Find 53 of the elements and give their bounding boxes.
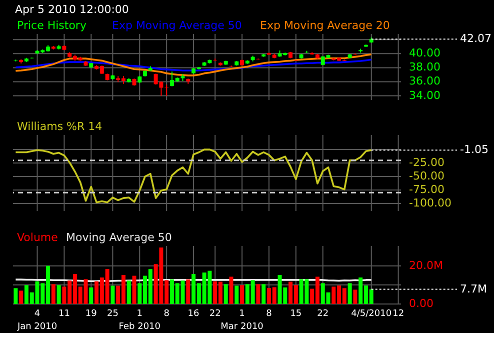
y-tick-label: -100.00 (409, 196, 452, 210)
text: Volume (17, 231, 58, 244)
x-tick-label: 15 (290, 309, 302, 319)
x-tick-label: 4 Jan 2010 (16, 309, 58, 332)
annotation: 7.7M (460, 282, 487, 296)
x-tick-label: 11 (58, 309, 70, 319)
bar (110, 286, 115, 304)
y-tick-label: -75.00 (409, 182, 444, 196)
x-tick-label: 8 (164, 309, 170, 319)
annotation: -1.05 (460, 143, 488, 156)
series-label: Williams %R 14 (17, 120, 102, 133)
bar (240, 285, 244, 304)
y-tick-label: -50.00 (409, 170, 444, 183)
bar (348, 283, 352, 304)
bar (229, 276, 234, 304)
series-label: Price History (17, 19, 87, 32)
text: Moving Average 50 (66, 231, 172, 244)
x-tick-label: 22 (317, 309, 329, 319)
x-tick-label: 16 (188, 309, 200, 319)
x-tick-label: 25 (106, 309, 118, 319)
bar (14, 288, 18, 304)
line-series (14, 148, 372, 204)
bar (132, 276, 136, 304)
bar (234, 286, 239, 304)
bar (89, 287, 94, 304)
x-tick-label: 8 (266, 309, 272, 319)
text: Exp Moving Average 50 (112, 19, 242, 32)
y-tick-label: 34.00 (409, 88, 440, 102)
line-series (14, 58, 372, 72)
bar (126, 280, 131, 304)
x-tick-label: 1 Mar 2010 (220, 309, 264, 332)
x-tick-label: 1 Feb 2010 (118, 309, 161, 332)
bar (262, 284, 266, 304)
bar (224, 284, 228, 304)
y-tick-label: 40.00 (409, 46, 440, 60)
bar (353, 290, 358, 304)
annotation: 42.07 (460, 32, 492, 46)
bar (56, 285, 61, 304)
bar (51, 284, 56, 304)
bar (256, 284, 260, 304)
x-tick-label: 4/5/2010 (351, 309, 392, 319)
y-tick-label: -25.00 (409, 156, 444, 170)
bar (19, 290, 24, 304)
y-tick-label: 20.0M (409, 258, 443, 272)
text: Apr 5 2010 12:00:00 (15, 3, 129, 16)
y-tick-label: 0.00 (409, 297, 434, 310)
x-tick-label: 22 (209, 309, 221, 319)
y-tick-label: 36.00 (409, 74, 440, 88)
text: Exp Moving Average 20 (260, 19, 390, 32)
x-tick-label: 12 (392, 309, 404, 319)
y-tick-label: 38.00 (409, 60, 440, 74)
bar (186, 279, 190, 304)
x-tick-label: 19 (85, 309, 98, 319)
